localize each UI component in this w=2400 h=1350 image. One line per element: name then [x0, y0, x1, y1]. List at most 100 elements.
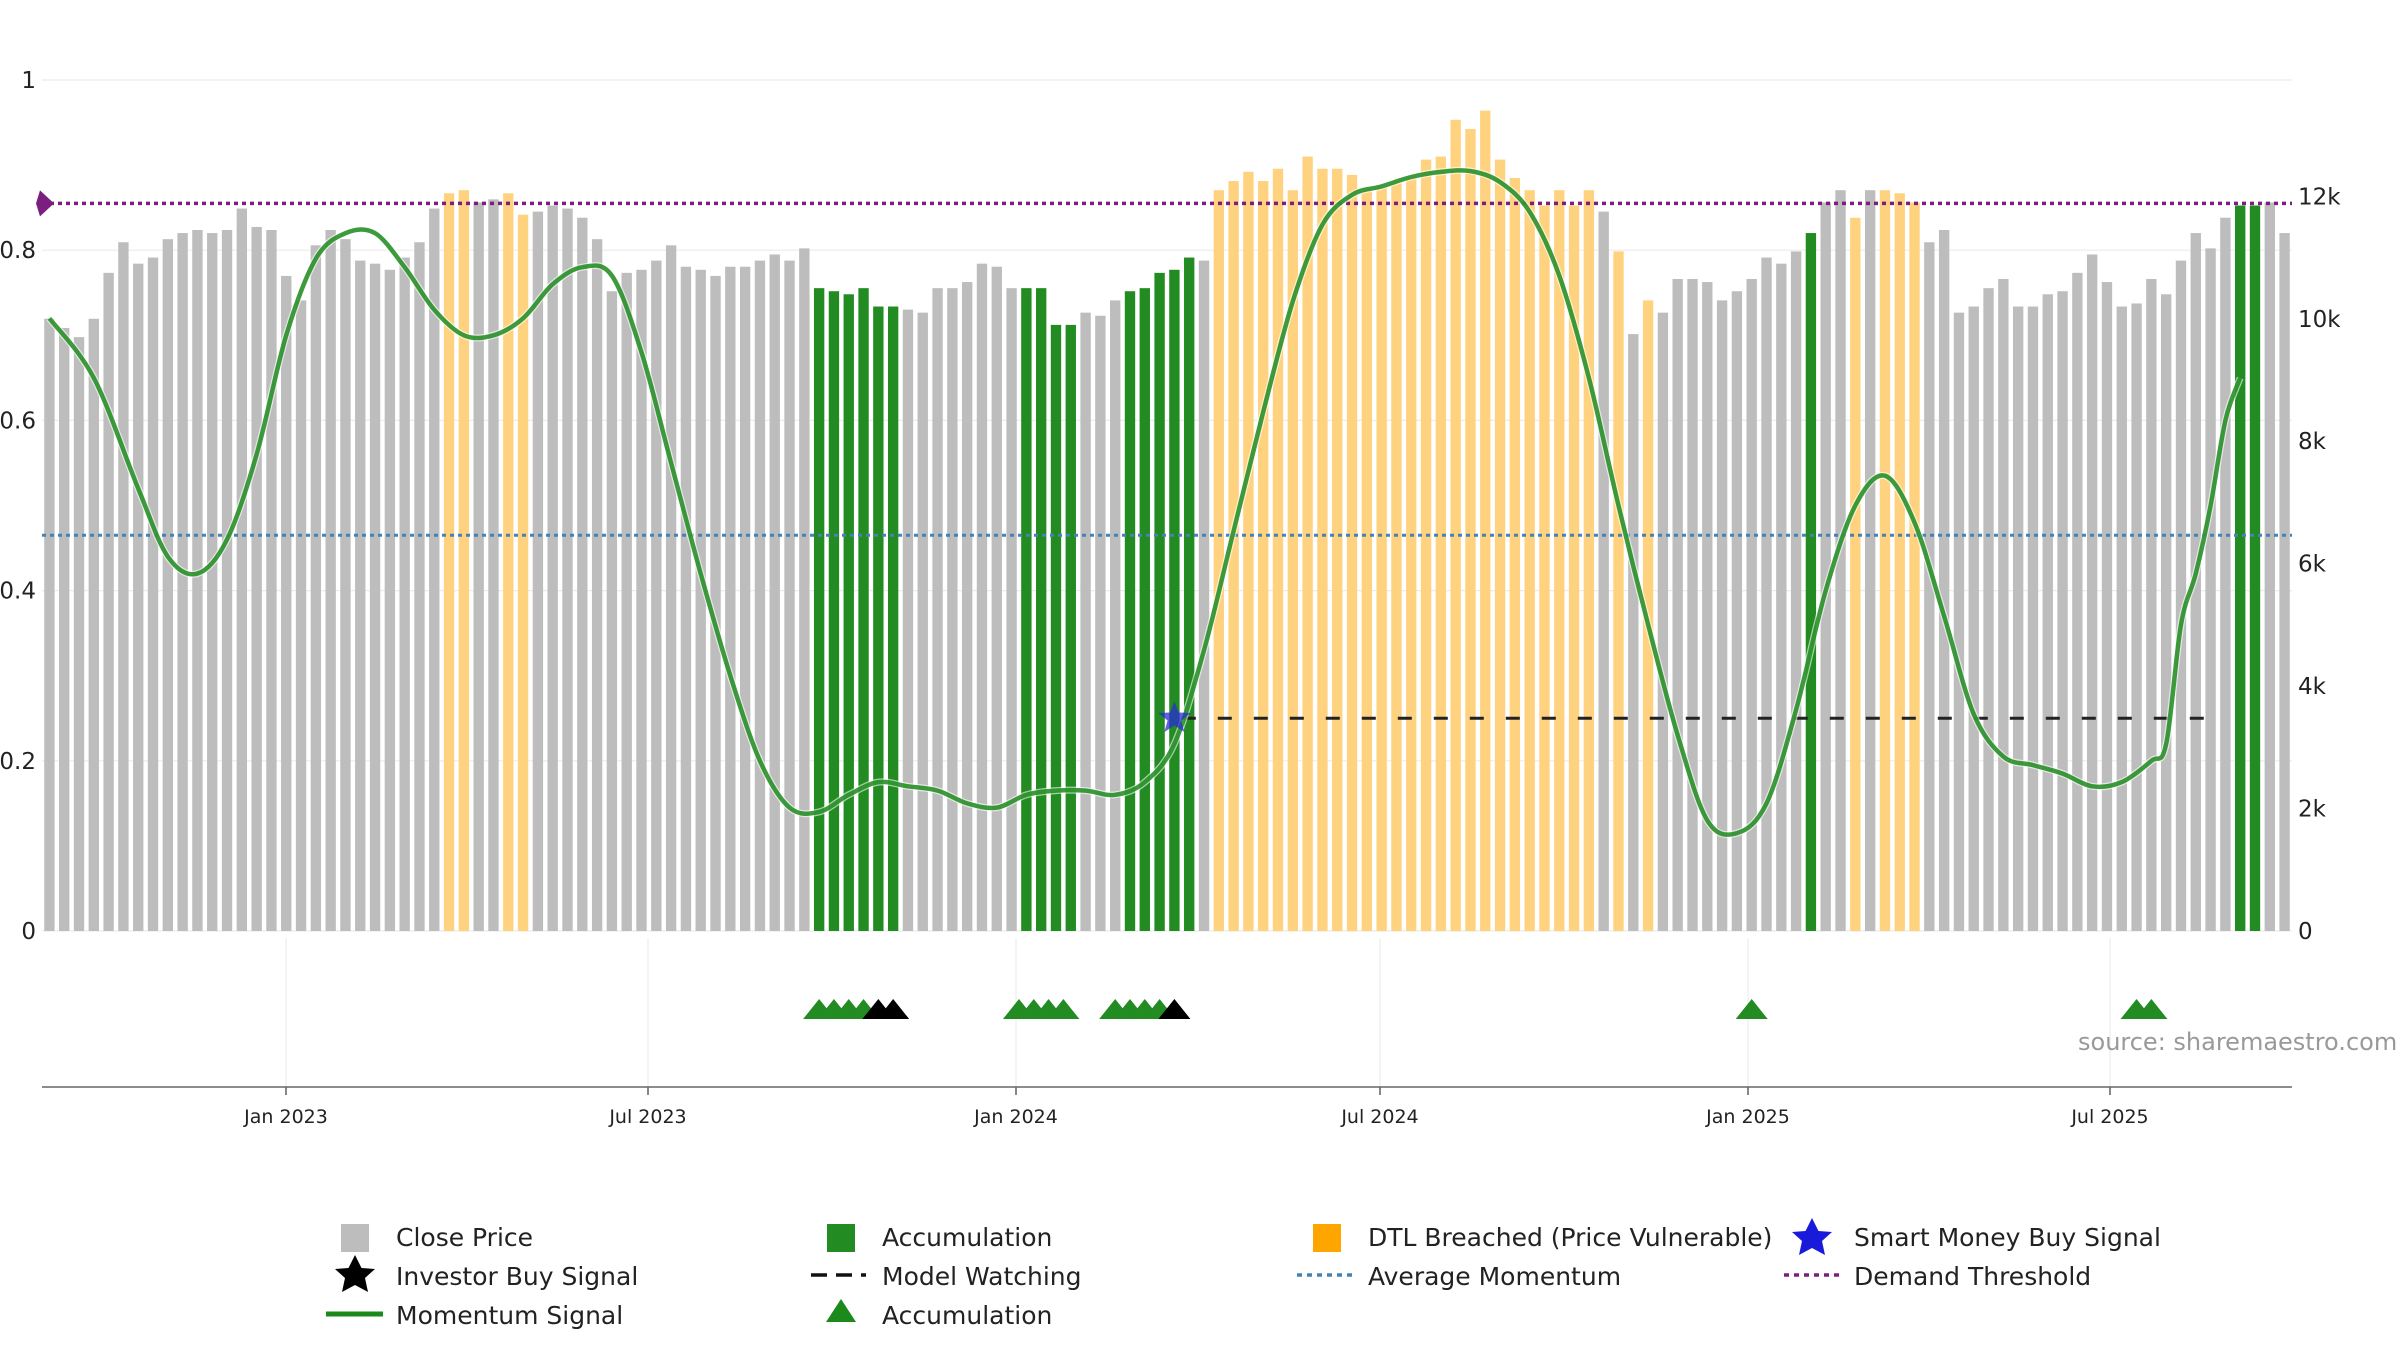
- accumulation-bar: [873, 306, 884, 932]
- close-price-bar: [1998, 278, 2009, 931]
- close-price-bar: [1820, 202, 1831, 931]
- close-price-bar: [221, 229, 233, 931]
- y-right-tick-label: 2k: [2298, 797, 2327, 823]
- close-price-bar: [1702, 282, 1713, 931]
- legend-investor-buy: Investor Buy Signal: [396, 1262, 638, 1291]
- investor-buy-marker: [1158, 999, 1191, 1019]
- dtl-breached-bar: [1272, 168, 1284, 931]
- dtl-breached-bar: [1480, 110, 1491, 931]
- close-price-bar: [991, 266, 1002, 931]
- close-price-bar: [1110, 300, 1121, 932]
- accumulation-bar: [1035, 288, 1047, 931]
- dtl-breached-bar: [1465, 128, 1476, 932]
- close-price-bar: [784, 260, 795, 931]
- legend-dtl-swatch: [1313, 1224, 1341, 1252]
- close-price-bar: [917, 312, 928, 932]
- close-price-bar: [2086, 254, 2098, 932]
- close-price-bar: [488, 199, 499, 931]
- accumulation-bar: [2235, 205, 2246, 931]
- close-price-bar: [1598, 211, 1609, 931]
- close-price-bar: [251, 226, 262, 932]
- close-price-bar: [325, 229, 336, 931]
- accumulation-bar: [1139, 288, 1150, 931]
- accumulation-bar: [1021, 288, 1032, 931]
- close-price-bar: [355, 260, 366, 931]
- accumulation-bar: [1124, 291, 1136, 931]
- x-tick-label: Jul 2023: [608, 1106, 686, 1128]
- close-price-bar: [340, 239, 351, 931]
- legend-dtl-breached: DTL Breached (Price Vulnerable): [1368, 1223, 1772, 1252]
- close-price-bar: [547, 205, 558, 931]
- dtl-breached-bar: [1509, 177, 1521, 931]
- close-price-bar: [2072, 272, 2083, 931]
- close-price-bar: [902, 309, 914, 932]
- y-left-tick-label: 0.2: [0, 749, 36, 775]
- close-price-bar: [739, 266, 751, 931]
- legend-momentum-signal: Momentum Signal: [396, 1301, 623, 1330]
- dtl-breached-bar: [1317, 168, 1328, 931]
- close-price-bar: [2220, 217, 2231, 931]
- x-tick-label: Jul 2025: [2070, 1106, 2148, 1128]
- close-price-bar: [207, 233, 218, 931]
- close-price-bar: [177, 233, 188, 931]
- y-right-tick-label: 8k: [2298, 429, 2327, 455]
- momentum-signal-line: [47, 168, 2243, 837]
- dtl-breached-bar: [1258, 181, 1269, 931]
- close-price-bar: [2042, 294, 2053, 931]
- close-price-bar: [1776, 263, 1787, 931]
- close-price-bar: [2012, 306, 2024, 932]
- close-price-bar: [710, 275, 721, 931]
- close-price-bar: [636, 269, 647, 931]
- accumulation-bar: [813, 288, 825, 931]
- close-price-bar: [1746, 278, 1757, 931]
- dtl-breached-bar: [443, 193, 455, 932]
- dtl-breached-bar: [1346, 174, 1358, 931]
- close-price-bar: [118, 242, 129, 931]
- close-price-bar: [1953, 312, 1965, 932]
- y-left-tick-label: 0.4: [0, 579, 36, 605]
- close-price-bar: [1864, 190, 1876, 932]
- close-price-bar: [577, 217, 588, 931]
- close-price-bar: [591, 239, 603, 931]
- close-price-bar: [532, 211, 544, 931]
- close-price-bar: [2279, 233, 2290, 931]
- legend-accumulation-bar: Accumulation: [882, 1223, 1052, 1252]
- close-price-bar: [932, 288, 943, 931]
- close-price-bar: [1835, 190, 1846, 932]
- legend-accumulation-triangle-icon: [826, 1299, 856, 1322]
- y-right-tick-label: 6k: [2298, 552, 2327, 578]
- accumulation-bar: [828, 291, 840, 931]
- close-price-bar: [799, 248, 810, 932]
- accumulation-bar: [1050, 324, 1062, 931]
- legend: Close Price Accumulation DTL Breached (P…: [326, 1218, 2161, 1330]
- legend-demand-threshold: Demand Threshold: [1854, 1262, 2091, 1291]
- close-price-bar: [429, 208, 440, 931]
- dtl-breached-bar: [1450, 119, 1461, 931]
- accumulation-marker: [2135, 999, 2168, 1019]
- dtl-breached-bar: [1524, 190, 1535, 932]
- close-price-bar: [2027, 306, 2039, 932]
- investor-buy-marker: [877, 999, 910, 1019]
- close-price-bar: [621, 272, 632, 931]
- dtl-breached-bar: [1568, 205, 1580, 931]
- dtl-breached-bar: [517, 214, 529, 931]
- accumulation-bar: [1154, 272, 1165, 931]
- close-price-bar: [1731, 291, 1743, 931]
- close-price-bar: [680, 266, 692, 931]
- close-price-bar: [1687, 278, 1698, 931]
- dtl-breached-bar: [1583, 190, 1595, 932]
- close-price-bar: [88, 318, 99, 931]
- legend-accumulation-marker: Accumulation: [882, 1301, 1052, 1330]
- dtl-breached-bar: [1287, 190, 1299, 932]
- demand-threshold-marker: [36, 190, 54, 217]
- y-right-tick-label: 0: [2298, 919, 2313, 945]
- accumulation-bar: [858, 288, 869, 931]
- close-price-bar: [1983, 288, 1994, 931]
- dtl-breached-bar: [1420, 159, 1432, 931]
- close-price-bar: [44, 318, 55, 931]
- accumulation-bar: [1169, 269, 1180, 931]
- close-price-bar: [1938, 229, 1950, 931]
- dtl-breached-bar: [503, 193, 514, 932]
- close-price-bar: [2131, 303, 2142, 932]
